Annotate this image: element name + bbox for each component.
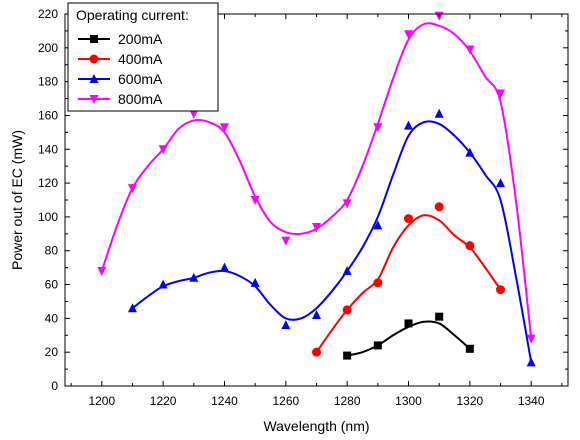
data-point xyxy=(434,202,444,212)
data-point xyxy=(158,279,168,289)
y-axis-title: Power out of EC (mW) xyxy=(9,130,25,270)
legend-marker xyxy=(90,35,98,43)
data-point xyxy=(435,312,444,321)
x-tick-label: 1320 xyxy=(457,394,484,408)
data-point xyxy=(312,309,321,319)
data-point xyxy=(250,277,260,287)
x-tick-label: 1220 xyxy=(150,394,177,408)
data-point xyxy=(189,272,199,282)
series-layer xyxy=(97,11,536,367)
legend-items: 200mA 400mA 600mA 800mA xyxy=(78,31,163,107)
data-point xyxy=(250,196,260,205)
data-point xyxy=(373,278,383,288)
data-point xyxy=(465,241,475,251)
data-point xyxy=(219,123,229,133)
legend-label: 400mA xyxy=(118,51,163,67)
y-tick-label: 220 xyxy=(38,7,58,21)
y-tick-label: 20 xyxy=(45,345,59,359)
data-point xyxy=(465,147,475,157)
data-point xyxy=(342,199,352,209)
legend-item: 200mA xyxy=(78,31,163,47)
data-point xyxy=(97,267,107,277)
legend-item: 800mA xyxy=(78,91,163,107)
data-point xyxy=(404,319,413,328)
series-200mA xyxy=(343,312,474,360)
data-point xyxy=(373,341,382,350)
data-point xyxy=(526,357,536,367)
series-800mA xyxy=(97,11,536,344)
series-400mA xyxy=(312,202,506,357)
y-tick-label: 140 xyxy=(38,142,58,156)
x-tick-label: 1200 xyxy=(88,394,115,408)
legend-label: 200mA xyxy=(118,31,163,47)
legend-marker xyxy=(89,74,99,83)
data-point xyxy=(158,145,168,155)
y-tick-label: 100 xyxy=(38,210,58,224)
data-point xyxy=(312,223,321,233)
x-axis-title: Wavelength (nm) xyxy=(263,418,369,434)
y-tick-label: 200 xyxy=(38,41,58,55)
data-point xyxy=(465,45,475,55)
x-tick-label: 1240 xyxy=(211,394,238,408)
y-tick-label: 60 xyxy=(45,278,59,292)
x-tick-label: 1300 xyxy=(395,394,422,408)
data-point xyxy=(343,351,352,360)
data-point xyxy=(434,108,444,118)
data-point xyxy=(342,305,352,315)
data-point xyxy=(496,285,506,295)
y-tick-label: 40 xyxy=(45,311,59,325)
legend-title: Operating current: xyxy=(76,7,189,23)
data-point xyxy=(189,109,199,119)
data-point xyxy=(281,320,291,330)
data-point xyxy=(342,266,352,276)
data-point xyxy=(373,123,383,133)
legend-marker xyxy=(89,95,99,104)
data-point xyxy=(312,347,321,357)
data-point xyxy=(496,178,506,188)
x-tick-label: 1340 xyxy=(518,394,545,408)
x-tick-label: 1260 xyxy=(272,394,299,408)
data-point xyxy=(404,120,414,130)
data-point xyxy=(526,334,536,344)
data-point xyxy=(373,220,383,230)
legend: Operating current: 200mA 400mA 600mA 800mA xyxy=(67,2,219,112)
data-point xyxy=(496,89,506,99)
series-600mA xyxy=(127,108,536,367)
y-tick-label: 0 xyxy=(51,379,58,393)
data-point xyxy=(127,303,137,313)
legend-item: 600mA xyxy=(78,71,163,87)
x-tick-label: 1280 xyxy=(334,394,361,408)
data-point xyxy=(281,236,291,246)
legend-label: 600mA xyxy=(118,71,163,87)
data-point xyxy=(465,344,474,353)
legend-marker xyxy=(89,54,99,64)
legend-item: 400mA xyxy=(78,51,163,67)
legend-label: 800mA xyxy=(118,91,163,107)
data-point xyxy=(404,30,414,40)
data-point xyxy=(404,214,414,224)
data-point xyxy=(127,184,137,194)
y-tick-label: 160 xyxy=(38,108,58,122)
data-point xyxy=(219,262,229,272)
y-tick-label: 180 xyxy=(38,75,58,89)
y-tick-label: 120 xyxy=(38,176,58,190)
y-tick-label: 80 xyxy=(45,244,59,258)
